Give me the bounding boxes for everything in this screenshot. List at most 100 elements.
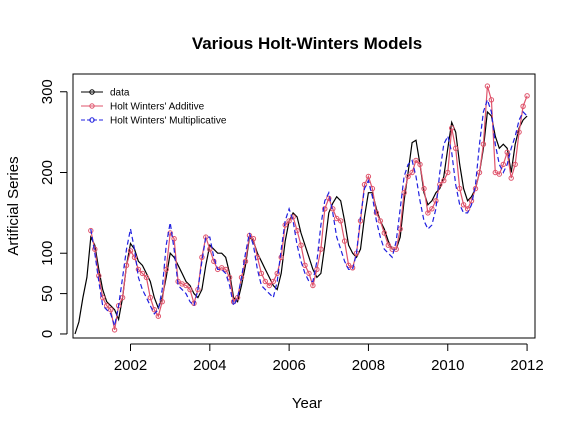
data-point (520, 103, 526, 110)
data-point (516, 129, 522, 135)
data-point (310, 282, 316, 289)
data-point (163, 266, 169, 273)
data-point (504, 149, 510, 156)
x-axis: 2002 2004 2006 2008 2010 2012 (114, 343, 544, 374)
data-point (183, 282, 189, 289)
data-point (421, 185, 427, 192)
data-point (135, 266, 142, 273)
x-axis-label: Year (292, 395, 322, 412)
x-tick-label: 2012 (510, 357, 543, 374)
data-point (322, 206, 328, 212)
series-layer (74, 83, 530, 335)
data-point (314, 266, 320, 273)
data-point (127, 248, 134, 254)
data-point (433, 198, 439, 204)
y-tick-label: 0 (39, 330, 56, 338)
data-point (211, 258, 217, 264)
data-point (484, 83, 491, 89)
data-point (500, 161, 506, 168)
data-point (524, 93, 530, 99)
legend-label: Holt Winters' Multiplicative (110, 116, 227, 127)
y-tick-label: 300 (39, 79, 56, 104)
data-point (250, 236, 257, 242)
y-tick-label: 100 (39, 241, 56, 266)
data-point (108, 307, 114, 313)
data-point (361, 181, 368, 188)
data-point (171, 236, 177, 242)
x-tick-label: 2006 (272, 357, 305, 374)
data-point (464, 206, 471, 212)
legend-marker (89, 89, 95, 95)
y-axis-label: Artificial Series (5, 156, 22, 255)
data-point (119, 294, 126, 301)
data-point (298, 242, 304, 248)
data-point (143, 274, 150, 281)
data-point (508, 175, 514, 181)
data-point (409, 169, 415, 176)
data-point (274, 270, 280, 277)
data-point (437, 181, 443, 188)
x-tick-label: 2004 (193, 357, 226, 374)
data-point (381, 230, 387, 236)
data-point (278, 254, 284, 260)
data-point (88, 227, 94, 234)
data-point (449, 125, 455, 131)
x-tick-label: 2002 (114, 357, 147, 374)
data-point (326, 195, 332, 202)
data-point (341, 238, 348, 244)
legend-label: data (110, 88, 130, 99)
data-point (155, 313, 162, 319)
legend-label: Holt Winters' Additive (110, 102, 205, 113)
data-point (417, 161, 423, 168)
data-point (405, 173, 411, 180)
data-point (457, 185, 463, 192)
y-axis: 0 50 100 200 300 (39, 79, 68, 338)
legend: data Holt Winters' Additive Holt Winters' … (81, 88, 227, 127)
data-point (242, 258, 249, 264)
data-point (266, 282, 272, 289)
data-point (373, 210, 380, 216)
data-point (345, 262, 352, 268)
data-point (104, 303, 110, 309)
data-point (401, 190, 407, 196)
data-point (385, 242, 391, 248)
x-tick-label: 2008 (352, 357, 385, 374)
data-point (199, 254, 205, 260)
data-point (330, 206, 336, 212)
legend-marker (89, 117, 95, 123)
data-point (286, 218, 292, 224)
data-point (365, 173, 372, 180)
series-line (90, 97, 528, 329)
data-point (460, 202, 467, 208)
data-point (413, 157, 419, 164)
data-point (338, 218, 344, 224)
data-point (262, 278, 268, 285)
series-group (74, 110, 528, 335)
data-point (488, 97, 495, 103)
data-point (111, 327, 118, 333)
data-point (512, 161, 518, 168)
y-tick-label: 50 (39, 285, 56, 302)
data-point (377, 218, 383, 224)
data-point (425, 210, 431, 216)
data-point (334, 215, 340, 222)
data-point (472, 185, 479, 192)
data-point (159, 299, 165, 305)
data-point (270, 278, 276, 285)
data-point (306, 270, 312, 277)
data-point (100, 294, 106, 301)
data-point (453, 145, 459, 152)
series-line (90, 85, 528, 331)
data-point (139, 270, 146, 277)
data-point (223, 266, 229, 273)
data-point (480, 141, 487, 147)
chart-title: Various Holt-Winters Models (192, 34, 422, 53)
plot-box (72, 73, 536, 339)
data-point (441, 177, 447, 184)
data-point (207, 246, 213, 252)
data-point (131, 254, 138, 260)
data-point (187, 286, 193, 293)
series-group (90, 97, 528, 329)
data-point (92, 246, 98, 252)
